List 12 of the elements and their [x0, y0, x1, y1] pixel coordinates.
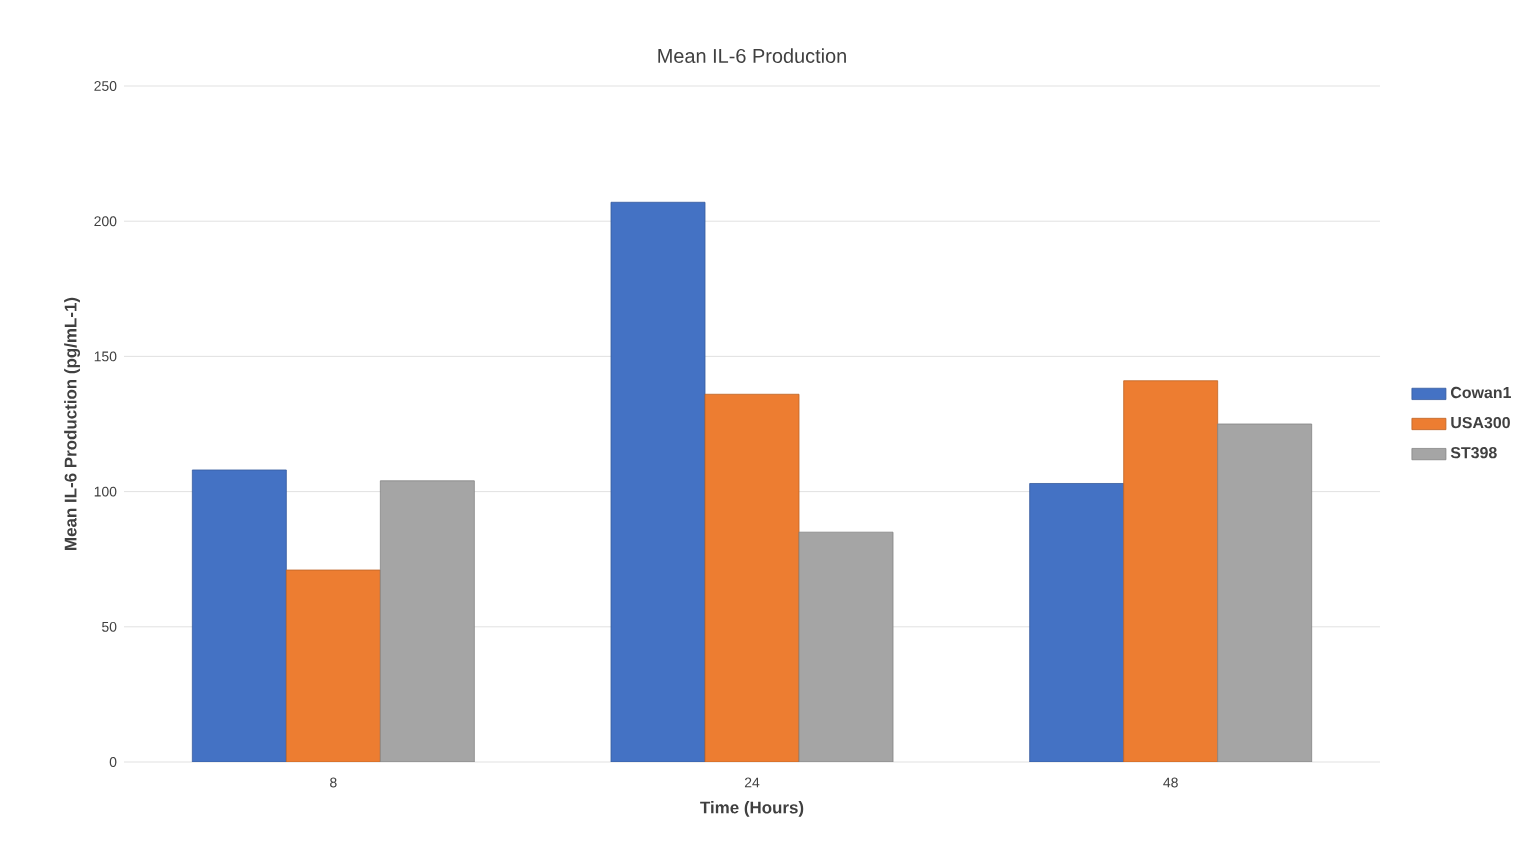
bar [704, 393, 800, 762]
bar [191, 469, 287, 762]
bar [610, 201, 706, 762]
bar [285, 569, 381, 762]
y-axis-title: Mean IL-6 Production (pg/mL-1) [64, 297, 81, 550]
bar [798, 531, 894, 762]
x-axis-title: Time (Hours) [700, 801, 804, 817]
bar [1123, 380, 1219, 762]
bar [379, 480, 475, 762]
bar [1217, 423, 1313, 762]
chart-title: Mean IL-6 Production [658, 48, 846, 63]
bar [1029, 483, 1125, 762]
